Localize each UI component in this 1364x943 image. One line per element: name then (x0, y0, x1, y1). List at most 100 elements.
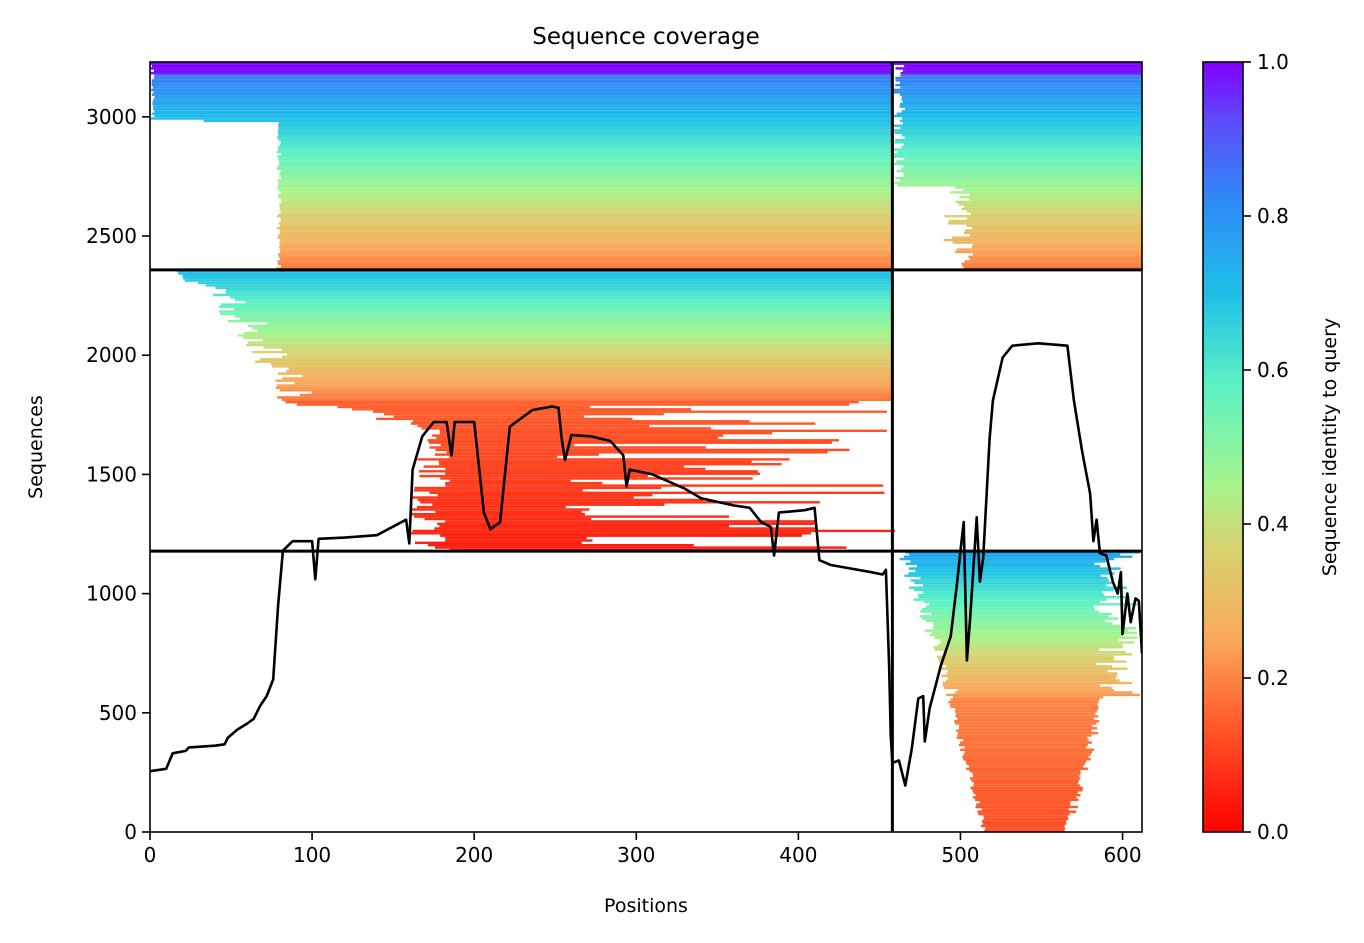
heatmap-row (428, 441, 832, 444)
heatmap-row (280, 200, 893, 204)
heatmap-row (903, 165, 1142, 168)
heatmap-row (384, 412, 664, 416)
heatmap-row (946, 665, 1113, 668)
heatmap-row (894, 181, 1142, 185)
heatmap-row (942, 684, 1100, 687)
plot-area (150, 62, 1142, 832)
heatmap-row (939, 660, 1127, 663)
heatmap-row (417, 498, 704, 502)
heatmap-row (151, 88, 893, 92)
chart-title: Sequence coverage (532, 24, 760, 50)
heatmap-row (954, 722, 1097, 725)
heatmap-row (952, 236, 1142, 239)
heatmap-row (409, 513, 585, 516)
heatmap-row (950, 698, 1100, 701)
heatmap-row (248, 341, 893, 344)
heatmap-row (956, 736, 1088, 739)
heatmap-row (437, 494, 653, 497)
heatmap-row (311, 391, 893, 394)
heatmap-row (276, 150, 893, 154)
plot-frame (149, 61, 1143, 833)
colorbar-tick-label: 0.2 (1257, 666, 1289, 690)
heatmap-row (954, 720, 1100, 723)
heatmap-row (197, 281, 893, 285)
heatmap-row (895, 67, 1142, 70)
heatmap-row (900, 86, 1142, 89)
heatmap-row (278, 253, 893, 256)
heatmap-row (902, 100, 1142, 103)
heatmap-row (260, 358, 893, 361)
heatmap-row (983, 815, 1068, 818)
heatmap-row (432, 503, 665, 506)
heatmap-row (150, 72, 893, 75)
heatmap-row (977, 810, 1077, 813)
heatmap-row (277, 184, 893, 187)
heatmap-row (980, 824, 1065, 828)
heatmap-row (893, 91, 1142, 94)
heatmap-row (931, 631, 1138, 635)
heatmap-row (151, 117, 893, 120)
heatmap-row (969, 193, 1142, 196)
heatmap-row (982, 822, 1067, 825)
heatmap-row (937, 643, 1123, 647)
heatmap-row (263, 346, 893, 349)
heatmap-row (958, 731, 1099, 735)
x-axis-label: Positions (604, 895, 688, 917)
heatmap-row (908, 586, 1127, 589)
heatmap-row (955, 691, 1133, 694)
heatmap-row (969, 765, 1084, 768)
coverage-line (150, 342, 1142, 787)
heatmap-row (418, 470, 758, 473)
heatmap-row (981, 820, 1067, 823)
heatmap-row (445, 472, 760, 475)
heatmap-row (959, 724, 1093, 728)
heatmap-row (275, 379, 893, 382)
heatmap-row (969, 234, 1142, 237)
heatmap-row (924, 629, 1129, 632)
heatmap-row (225, 288, 893, 292)
heatmap-row (446, 451, 828, 454)
heatmap-row (973, 784, 1080, 787)
heatmap-row (894, 114, 1142, 118)
heatmap-row (437, 522, 815, 525)
heatmap-row (892, 148, 1142, 151)
heatmap-row (975, 793, 1081, 797)
heatmap-row (950, 705, 1099, 709)
heatmap-row (252, 350, 893, 354)
heatmap-row (278, 134, 893, 137)
heatmap-row (946, 672, 1118, 675)
heatmap-row (252, 327, 893, 330)
heatmap-row (966, 217, 1142, 220)
heatmap-row (893, 162, 1142, 165)
heatmap-row (964, 205, 1142, 208)
heatmap-row (445, 536, 587, 540)
heatmap-row (923, 584, 1107, 587)
heatmap-row (279, 143, 893, 146)
heatmap-row (985, 827, 1066, 830)
heatmap-row (277, 260, 893, 263)
heatmap-row (279, 241, 893, 244)
heatmap-row (439, 429, 887, 432)
heatmap-row (279, 205, 893, 208)
heatmap-row (153, 91, 893, 94)
heatmap-row (414, 541, 582, 544)
heatmap-row (918, 596, 1131, 599)
heatmap-row (969, 258, 1142, 261)
heatmap-row (276, 384, 893, 387)
heatmap-row (288, 367, 893, 370)
heatmap-row (254, 360, 893, 363)
heatmap-row (893, 129, 1142, 132)
heatmap-row (439, 463, 782, 466)
heatmap-row (931, 612, 1112, 616)
heatmap-row (279, 122, 893, 125)
heatmap-row (280, 191, 893, 194)
heatmap-row (279, 231, 893, 235)
heatmap-row (280, 238, 893, 242)
heatmap-row (449, 479, 571, 483)
heatmap-row (904, 136, 1142, 139)
heatmap-row (892, 124, 1142, 127)
heatmap-row (276, 167, 893, 170)
y-axis-label: Sequences (25, 395, 47, 499)
heatmap-row (212, 293, 893, 297)
heatmap-row (944, 215, 1142, 218)
